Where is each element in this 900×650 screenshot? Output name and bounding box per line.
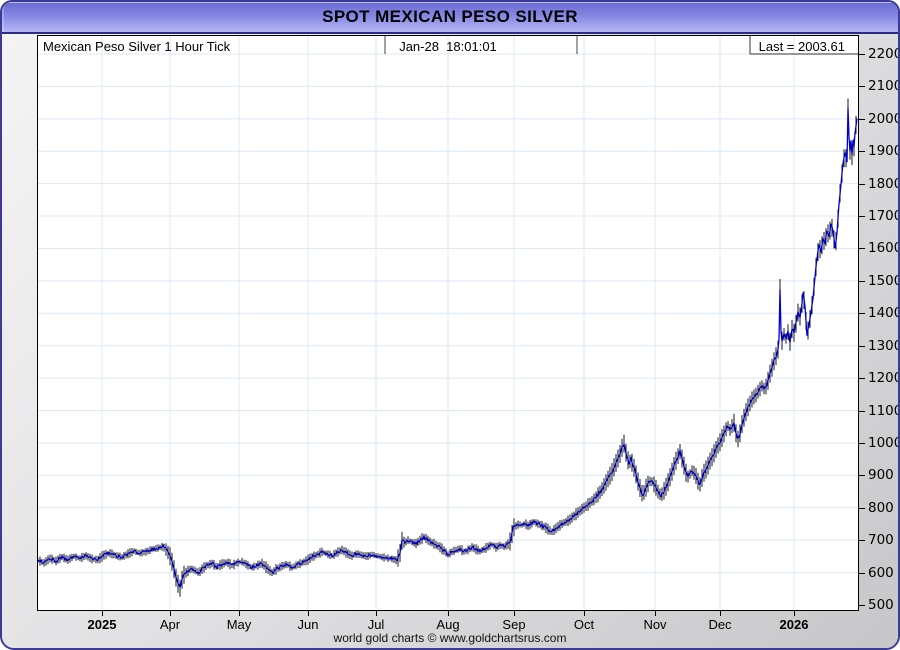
x-tick-label: Jun — [297, 617, 319, 632]
y-axis-tick — [859, 442, 865, 444]
y-axis-tick — [859, 572, 865, 574]
y-axis-tick — [859, 248, 865, 250]
x-tick-label: Apr — [159, 617, 181, 632]
y-tick-label: 1300 — [868, 337, 900, 354]
series-label: Mexican Peso Silver 1 Hour Tick — [43, 39, 231, 54]
title-bar: SPOT MEXICAN PESO SILVER — [2, 2, 898, 34]
y-tick-label: 2100 — [868, 78, 900, 95]
y-tick-label: 700 — [868, 532, 894, 549]
x-tick-label: Sep — [502, 617, 526, 632]
y-tick-label: 1400 — [868, 305, 900, 322]
y-axis-tick — [859, 475, 865, 477]
y-axis-tick — [859, 378, 865, 380]
price-chart-svg — [38, 36, 858, 610]
footer-credit: world gold charts © www.goldchartsrus.co… — [333, 631, 567, 645]
y-tick-label: 2200 — [868, 46, 900, 62]
y-axis-tick — [859, 410, 865, 412]
x-axis-tick — [584, 611, 585, 616]
y-tick-label: 900 — [868, 467, 894, 484]
page-title: SPOT MEXICAN PESO SILVER — [322, 7, 578, 26]
x-tick-label: Nov — [643, 617, 667, 632]
y-axis-tick — [859, 183, 865, 185]
y-axis-tick — [859, 151, 865, 153]
y-axis-tick — [859, 345, 865, 347]
y-tick-label: 2000 — [868, 110, 900, 127]
x-tick-label: May — [226, 617, 252, 632]
y-tick-label: 1900 — [868, 143, 900, 160]
y-axis-tick — [859, 540, 865, 542]
y-axis-tick — [859, 605, 865, 606]
y-tick-label: 1000 — [868, 434, 900, 451]
y-axis-tick — [859, 507, 865, 509]
x-axis-tick — [170, 611, 171, 616]
price-range-ticks — [38, 98, 857, 597]
x-axis-tick — [102, 611, 103, 616]
x-tick-label: 2025 — [87, 617, 117, 632]
y-axis-tick — [859, 216, 865, 218]
y-tick-label: 1700 — [868, 208, 900, 225]
x-axis-tick — [239, 611, 240, 616]
y-tick-label: 500 — [868, 597, 894, 613]
chart-content: Mexican Peso Silver 1 Hour Tick Jan-28 1… — [2, 34, 900, 648]
price-line — [38, 108, 858, 589]
y-axis-tick — [859, 118, 865, 120]
y-tick-label: 1100 — [868, 402, 900, 419]
x-axis-tick — [448, 611, 449, 616]
y-tick-label: 1200 — [868, 370, 900, 387]
last-price-label: Last = 2003.61 — [758, 39, 845, 54]
y-tick-label: 600 — [868, 564, 894, 581]
x-axis-tick — [794, 611, 795, 616]
y-axis-tick — [859, 86, 865, 88]
timestamp-label: Jan-28 18:01:01 — [399, 39, 497, 54]
plot-area: Mexican Peso Silver 1 Hour Tick Jan-28 1… — [37, 35, 859, 611]
x-axis-tick — [308, 611, 309, 616]
y-tick-label: 1800 — [868, 175, 900, 192]
y-tick-label: 800 — [868, 499, 894, 516]
x-tick-label: Aug — [436, 617, 460, 632]
y-axis-tick — [859, 54, 865, 55]
x-tick-label: Dec — [708, 617, 732, 632]
y-tick-label: 1600 — [868, 240, 900, 257]
x-axis-tick — [655, 611, 656, 616]
x-axis-tick — [514, 611, 515, 616]
y-axis-tick — [859, 313, 865, 315]
x-tick-label: Oct — [573, 617, 595, 632]
x-tick-label: Jul — [367, 617, 385, 632]
x-axis-tick — [376, 611, 377, 616]
x-axis-tick — [720, 611, 721, 616]
y-axis-tick — [859, 280, 865, 282]
x-tick-label: 2026 — [779, 617, 809, 632]
y-tick-label: 1500 — [868, 272, 900, 289]
